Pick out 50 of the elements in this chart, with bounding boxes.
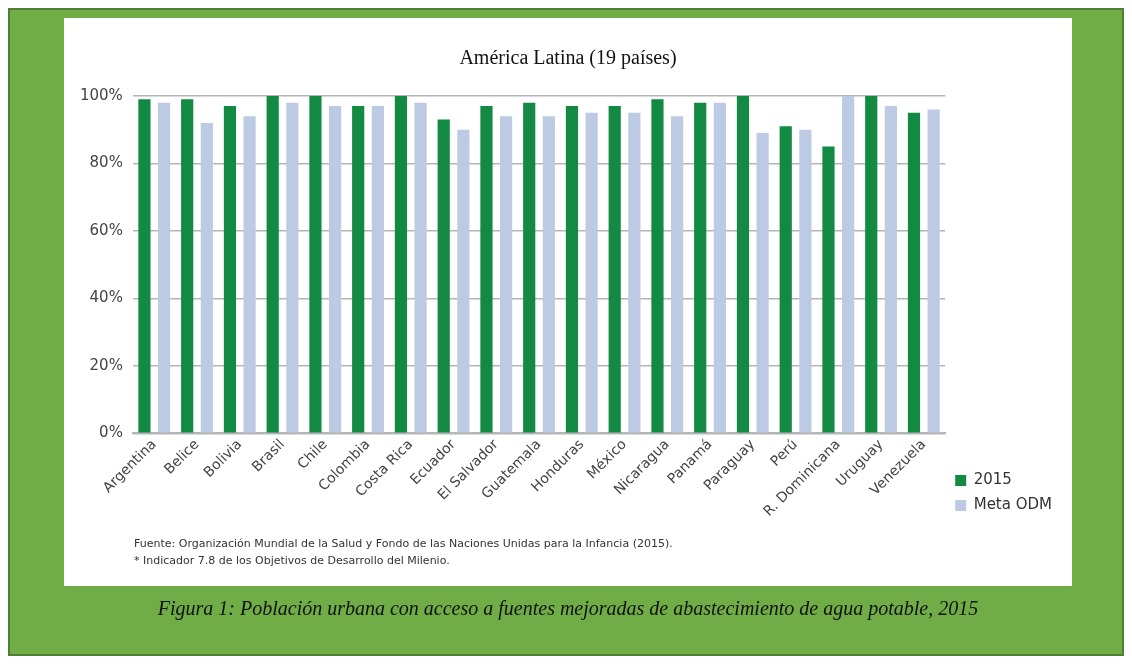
bar <box>907 112 921 433</box>
bar <box>243 116 256 433</box>
bar <box>223 106 237 433</box>
bar <box>713 102 726 433</box>
bar <box>694 102 707 433</box>
bar <box>286 102 299 433</box>
bar <box>200 122 213 433</box>
y-tick-label: 20% <box>89 355 123 374</box>
text: * Indicador 7.8 de los Objetivos de Desarrollo del Milenio. <box>134 553 451 569</box>
y-tick-label: 100% <box>79 85 123 104</box>
bar <box>394 96 408 433</box>
y-tick-label: 60% <box>89 220 123 239</box>
y-tick-label: 80% <box>89 153 123 172</box>
bar <box>927 109 940 433</box>
bar <box>779 126 792 433</box>
y-tick-label: 40% <box>89 288 123 307</box>
bar <box>756 133 769 433</box>
bar <box>523 102 536 433</box>
bar <box>500 116 513 433</box>
bar <box>736 96 750 433</box>
bar <box>266 96 279 433</box>
y-tick-label: 0% <box>99 423 123 442</box>
bar <box>181 99 194 433</box>
chart-title: América Latina (19 países) <box>458 46 678 69</box>
bar <box>585 112 598 433</box>
bar <box>371 106 384 433</box>
bar <box>565 106 579 433</box>
bar <box>842 96 855 433</box>
bar <box>329 106 342 433</box>
bar <box>865 96 878 433</box>
bar <box>884 106 897 433</box>
bar <box>671 116 684 433</box>
bar <box>158 102 171 433</box>
bar <box>799 129 812 433</box>
legend-label: 2015 <box>973 470 1012 489</box>
bar <box>822 146 835 433</box>
bar <box>457 129 470 433</box>
bar <box>608 106 621 433</box>
bar <box>480 106 493 433</box>
legend-label: Meta ODM <box>973 495 1052 514</box>
bar <box>309 96 322 433</box>
bar <box>628 112 641 433</box>
text: Figura 1: Población urbana con acceso a fuentes mejoradas de abastecimiento de agua potable, 2015 <box>156 596 980 620</box>
bar <box>651 99 664 433</box>
bar <box>138 99 151 433</box>
bar <box>437 119 450 433</box>
bar <box>542 116 555 433</box>
bar <box>352 106 365 433</box>
bar <box>414 102 427 433</box>
source-note: Fuente: Organización Mundial de la Salud y Fondo de las Naciones Unidas para la Infancia (2015). <box>134 536 673 552</box>
